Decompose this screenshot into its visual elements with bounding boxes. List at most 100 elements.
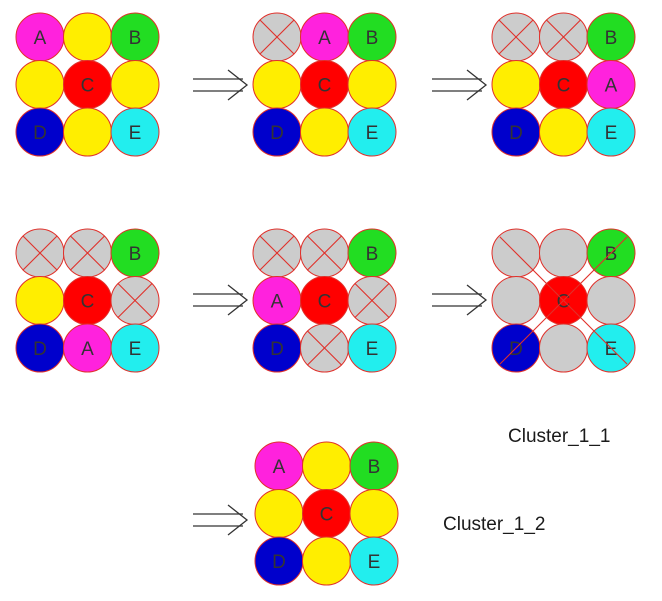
yellow-circle <box>347 60 397 109</box>
implies-arrow-icon <box>193 69 249 101</box>
caption-cluster-1-2: Cluster_1_2 <box>443 514 545 535</box>
circle-grid: A B C D E <box>15 12 160 157</box>
node-d-circle: D <box>15 107 65 157</box>
yellow-circle <box>302 441 351 491</box>
circle-grid: B A C D E <box>252 228 397 373</box>
node-d-circle: D <box>252 323 302 373</box>
gray-circle <box>539 228 588 278</box>
node-d-circle: D <box>491 107 541 157</box>
crossed-circle <box>347 276 397 325</box>
yellow-circle <box>349 489 399 538</box>
yellow-circle <box>63 12 112 62</box>
node-label: B <box>366 28 379 49</box>
cross-mark-icon <box>69 235 106 271</box>
diagonal-link-line <box>499 236 628 365</box>
node-d-circle: D <box>15 323 65 373</box>
yellow-circle <box>300 107 349 157</box>
node-e-circle: E <box>586 107 636 157</box>
crossed-circle <box>15 228 65 278</box>
node-label: D <box>270 339 284 360</box>
cross-mark-icon <box>545 19 582 55</box>
arrows-layer <box>193 69 488 536</box>
node-label: A <box>273 457 286 478</box>
node-e-circle: E <box>110 323 160 373</box>
node-b-circle: B <box>110 12 160 62</box>
yellow-circle <box>15 60 65 109</box>
gray-circle <box>586 276 636 325</box>
node-a-circle: A <box>15 12 65 62</box>
node-a-circle: A <box>586 60 636 109</box>
implies-arrow-icon <box>193 504 249 536</box>
crossed-circle <box>539 12 588 62</box>
crossed-circle <box>63 228 112 278</box>
node-b-circle: B <box>110 228 160 278</box>
node-label: A <box>81 339 94 360</box>
node-label: C <box>81 76 95 97</box>
crossed-circle <box>491 12 541 62</box>
node-label: D <box>270 123 284 144</box>
node-label: D <box>33 339 47 360</box>
node-label: C <box>81 292 95 313</box>
cross-mark-icon <box>22 235 58 271</box>
cross-mark-icon <box>117 282 153 319</box>
cross-mark-icon <box>259 19 295 55</box>
cross-mark-icon <box>259 235 295 271</box>
node-label: E <box>366 123 379 144</box>
implies-arrow-icon <box>432 69 488 101</box>
node-e-circle: E <box>347 323 397 373</box>
cross-mark-icon <box>306 330 343 366</box>
node-label: A <box>605 76 618 97</box>
node-label: D <box>509 123 523 144</box>
node-label: D <box>33 123 47 144</box>
circle-grid: B C D E <box>491 228 636 373</box>
cross-mark-icon <box>498 19 534 55</box>
node-a-circle: A <box>63 323 112 373</box>
node-label: C <box>557 292 571 313</box>
yellow-circle <box>252 60 302 109</box>
node-label: B <box>129 28 142 49</box>
yellow-circle <box>63 107 112 157</box>
node-b-circle: B <box>349 441 399 491</box>
yellow-circle <box>539 107 588 157</box>
node-d-circle: D <box>254 536 304 586</box>
node-c-circle: C <box>302 489 351 538</box>
node-label: B <box>366 244 379 265</box>
crossed-circle <box>300 228 349 278</box>
node-label: A <box>271 292 284 313</box>
yellow-circle <box>15 276 65 325</box>
node-label: D <box>272 552 286 573</box>
node-label: B <box>368 457 381 478</box>
yellow-circle <box>254 489 304 538</box>
crossed-circle <box>300 323 349 373</box>
node-b-circle: B <box>586 12 636 62</box>
crossed-circle <box>252 12 302 62</box>
implies-arrow-icon <box>432 284 488 316</box>
node-a-circle: A <box>252 276 302 325</box>
gray-circle <box>491 276 541 325</box>
node-label: A <box>34 28 47 49</box>
node-e-circle: E <box>349 536 399 586</box>
node-e-circle: E <box>347 107 397 157</box>
node-c-circle: C <box>300 276 349 325</box>
node-label: E <box>366 339 379 360</box>
node-label: A <box>318 28 331 49</box>
node-label: C <box>318 292 332 313</box>
caption-cluster-1-1: Cluster_1_1 <box>508 426 610 447</box>
node-c-circle: C <box>300 60 349 109</box>
node-a-circle: A <box>254 441 304 491</box>
yellow-circle <box>491 60 541 109</box>
node-label: B <box>129 244 142 265</box>
node-d-circle: D <box>252 107 302 157</box>
gray-circle <box>539 323 588 373</box>
node-label: D <box>509 339 523 360</box>
implies-arrow-icon <box>193 284 249 316</box>
node-b-circle: B <box>347 12 397 62</box>
circle-grid: A B C D E <box>252 12 397 157</box>
node-label: E <box>129 123 142 144</box>
node-c-circle: C <box>539 60 588 109</box>
node-c-circle: C <box>63 276 112 325</box>
node-label: C <box>318 76 332 97</box>
yellow-circle <box>110 60 160 109</box>
node-label: C <box>557 76 571 97</box>
